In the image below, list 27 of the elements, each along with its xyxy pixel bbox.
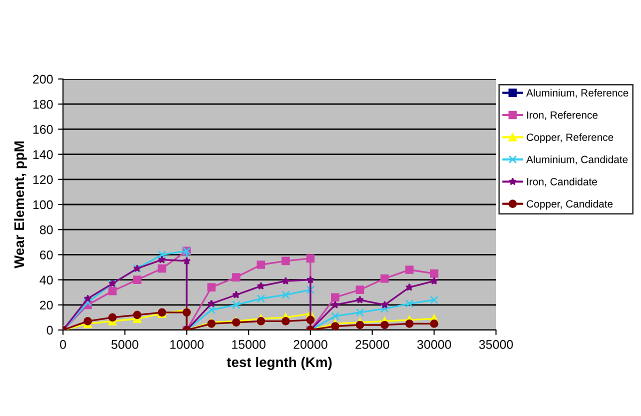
y-tick-label: 140 [33,150,53,159]
y-tick-label: 160 [33,125,53,134]
y-tick-label: 100 [33,200,53,210]
legend-label: Copper, Reference [526,133,614,144]
x-tick-label: 30000 [417,340,452,349]
y-tick-label: 80 [40,225,53,234]
y-tick-label: 0 [46,326,53,335]
x-tick-label: 10000 [170,340,204,349]
legend-label: Iron, Reference [527,111,598,120]
legend-label: Iron, Candidate [527,178,597,187]
x-tick-label: 20000 [294,340,328,349]
y-tick-label: 40 [40,276,53,284]
x-tick-label: 35000 [479,340,513,349]
y-tick-label: 180 [33,100,53,109]
y-tick-label: 60 [40,250,53,260]
x-tick-label: 5000 [111,340,138,349]
y-tick-label: 120 [33,175,53,184]
x-tick-label: 0 [60,340,66,349]
x-tick-label: 15000 [232,340,266,349]
legend-label: Aluminium, Reference [526,88,628,98]
legend-label: Copper, Candidate [526,200,613,210]
x-axis-title: test legnth (Km) [226,356,332,370]
y-axis-title: Wear Element, ppM [14,141,27,268]
legend-label: Aluminium, Candidate [526,156,628,164]
y-tick-label: 200 [33,74,53,84]
x-tick-label: 25000 [356,340,390,349]
y-tick-label: 20 [40,300,53,310]
